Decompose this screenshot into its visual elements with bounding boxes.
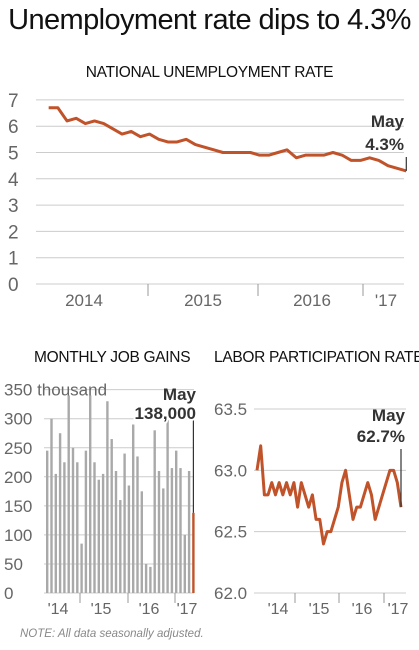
bar <box>80 543 83 593</box>
bar <box>114 470 118 593</box>
bar <box>153 430 156 593</box>
bar <box>166 418 169 593</box>
bar <box>71 447 75 593</box>
annotation-value: 62.7% <box>357 427 405 446</box>
y-tick-label: 50 <box>4 555 23 574</box>
x-tick-label: '16 <box>139 601 160 618</box>
x-tick-label: '15 <box>309 601 330 618</box>
y-tick-label: 0 <box>4 584 13 603</box>
bar <box>127 485 131 593</box>
y-tick-label: 63.5 <box>214 400 247 419</box>
x-tick-label: '14 <box>48 601 69 618</box>
bar <box>63 462 66 593</box>
bar <box>144 563 148 593</box>
y-tick-label: 7 <box>8 91 19 112</box>
headline: Unemployment rate dips to 4.3% <box>8 4 411 36</box>
x-tick-label: 2016 <box>293 291 331 310</box>
x-tick-label: '16 <box>352 601 373 618</box>
bar <box>162 488 165 593</box>
annotation-label: May <box>163 385 197 404</box>
y-tick-label: 300 <box>4 410 32 429</box>
bar <box>136 456 139 593</box>
bar <box>157 470 161 593</box>
bar <box>84 450 88 593</box>
labor-chart-title: LABOR PARTICIPATION RATE <box>214 349 419 366</box>
y-tick-label: 200 <box>4 468 32 487</box>
y-tick-label: 150 <box>4 497 32 516</box>
labor-participation-chart: 62.0 62.5 63.0 63.5 May 62.7% '14 '15 '16 '17 <box>214 400 409 618</box>
y-tick-label: 63.0 <box>214 461 247 480</box>
participation-line <box>255 444 403 546</box>
bar <box>97 479 100 593</box>
bar <box>149 566 152 593</box>
bar <box>123 453 126 593</box>
y-tick-label: 3 <box>8 196 19 217</box>
y-tick-label: 62.5 <box>214 523 247 542</box>
y-tick-label: 6 <box>8 117 19 138</box>
y-tick-label: 350 thousand <box>4 381 107 400</box>
y-tick-label: 1 <box>8 249 19 270</box>
y-tick-label: 4 <box>8 170 19 191</box>
bar <box>140 491 143 593</box>
x-tick-label: '15 <box>91 601 112 618</box>
bar <box>101 473 105 593</box>
x-tick-label: 2015 <box>184 291 222 310</box>
y-tick-label: 62.0 <box>214 584 247 603</box>
bar <box>179 468 182 593</box>
y-tick-label: 5 <box>8 144 19 165</box>
highlight-bar <box>192 512 195 593</box>
bar <box>187 470 191 593</box>
unemployment-line <box>48 106 407 173</box>
bar <box>76 462 79 593</box>
bar <box>46 450 49 593</box>
y-tick-label: 100 <box>4 526 32 545</box>
bar <box>106 401 109 593</box>
job-gains-chart-title: MONTHLY JOB GAINS <box>34 349 191 366</box>
annotation-label: May <box>371 112 405 131</box>
bar <box>132 424 135 593</box>
job-gains-chart: 350 thousand 300 250 200 150 100 50 0 May138,000… <box>4 381 198 618</box>
bar <box>175 450 178 593</box>
x-tick-label: '17 <box>177 601 198 618</box>
bar <box>58 433 62 593</box>
bar <box>183 534 186 593</box>
annotation-value: 4.3% <box>365 135 404 154</box>
bar <box>119 500 122 593</box>
bar <box>110 439 113 593</box>
x-tick-label: '14 <box>268 601 289 618</box>
unemployment-chart: 0 1 2 3 4 5 6 7 2014 2015 2016 '17 May 4.3% <box>8 91 407 310</box>
annotation-value: 138,000 <box>135 404 196 423</box>
bar <box>67 395 70 593</box>
y-tick-label: 2 <box>8 222 19 243</box>
bar <box>50 418 53 593</box>
y-tick-label: 250 <box>4 439 32 458</box>
y-tick-label: 0 <box>8 275 19 296</box>
bar <box>170 468 174 593</box>
unemployment-chart-title: NATIONAL UNEMPLOYMENT RATE <box>85 64 334 81</box>
bar <box>89 395 92 593</box>
footnote: NOTE: All data seasonally adjusted. <box>20 628 204 640</box>
annotation-label: May <box>372 406 406 425</box>
bar <box>93 462 96 593</box>
x-tick-label: 2014 <box>65 291 103 310</box>
x-tick-label: '17 <box>375 291 397 310</box>
bar <box>54 473 57 593</box>
x-tick-label: '17 <box>388 601 409 618</box>
